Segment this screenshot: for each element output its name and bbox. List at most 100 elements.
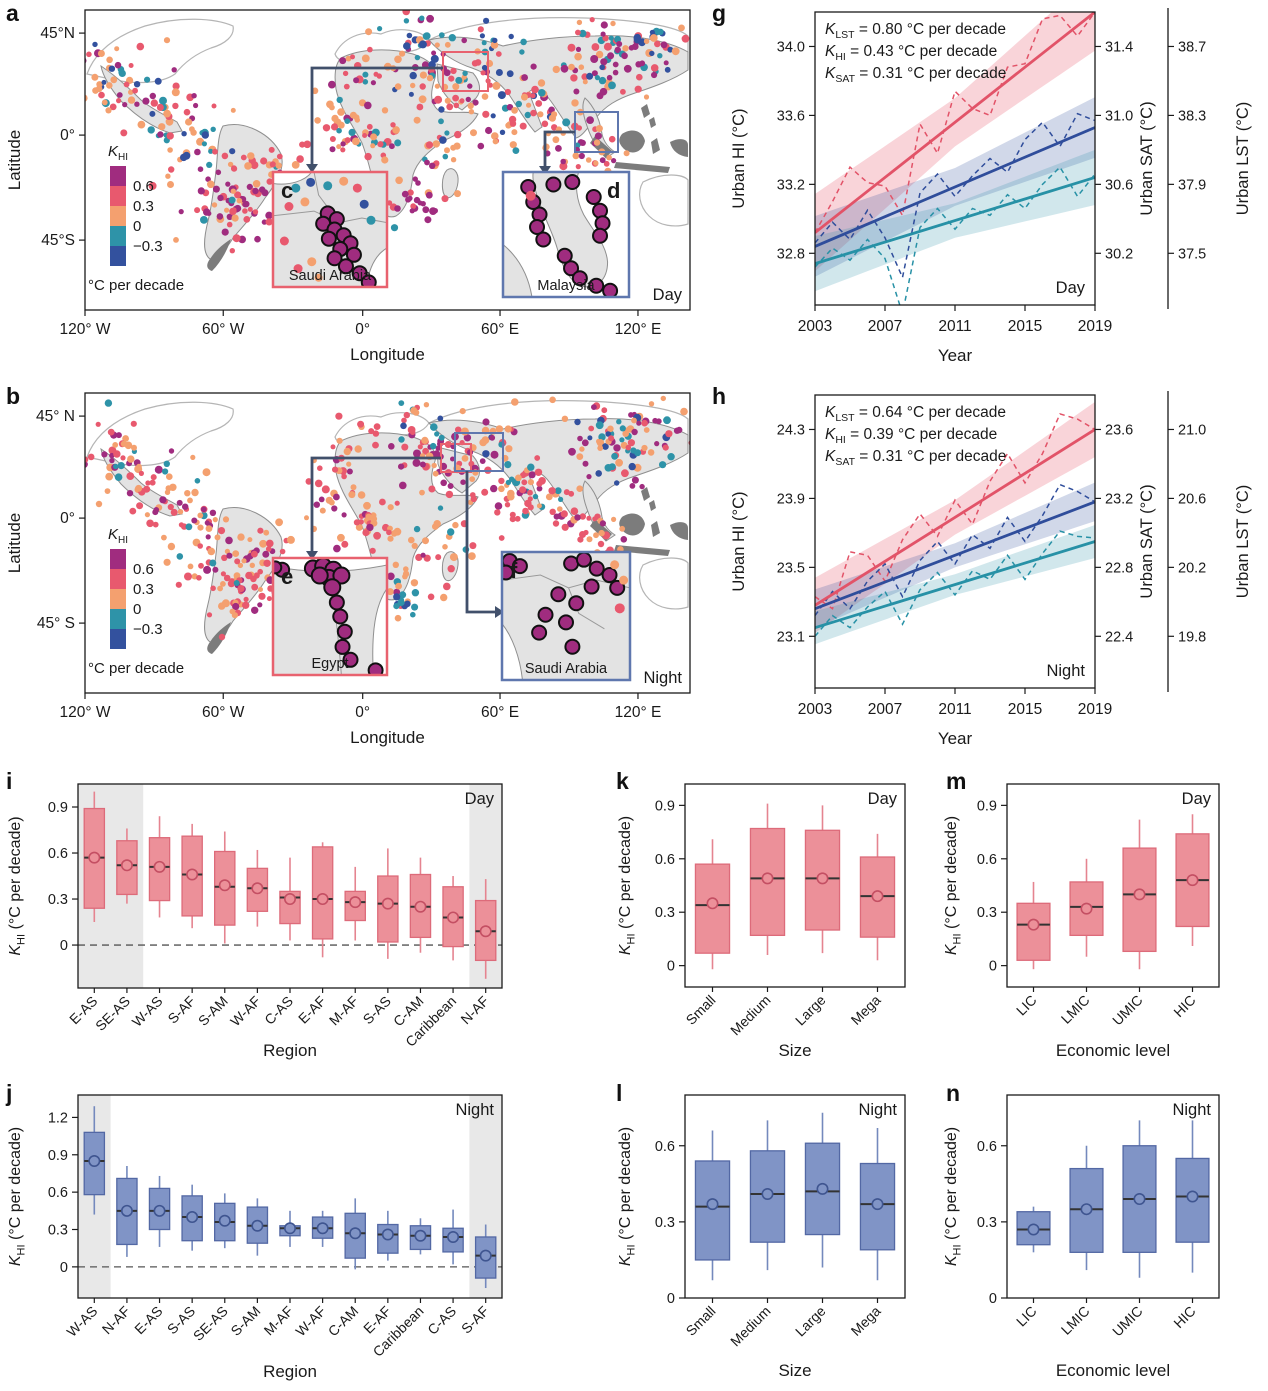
- boxplot-size-day: 0 0.3 0.6 0.9 KHI (°C per decade) Small Medium…: [617, 783, 906, 1060]
- box-S-AS: [181, 1184, 203, 1251]
- panel-a-map-day: a 120° W 60° W 0° 60° E 120° E 45°N 0° 45°S Long…: [0, 0, 700, 383]
- svg-text:KLST = 0.64 °C per decade: KLST = 0.64 °C per decade: [825, 404, 1006, 424]
- day-night-tag: Night: [858, 1101, 897, 1119]
- svg-text:2015: 2015: [1008, 701, 1042, 718]
- svg-text:E-AS: E-AS: [131, 1303, 165, 1337]
- box-Mega: [859, 833, 896, 961]
- arrow-head: [306, 551, 318, 560]
- svg-text:0.9: 0.9: [48, 800, 68, 816]
- svg-text:2007: 2007: [868, 701, 902, 718]
- svg-text:0: 0: [60, 938, 68, 954]
- svg-text:S-AM: S-AM: [227, 1303, 263, 1339]
- x-axis-label: Region: [263, 1362, 317, 1381]
- svg-text:120° W: 120° W: [60, 321, 111, 338]
- box-y-axis: 0 0.3 0.6 0.9 KHI (°C per decade): [7, 800, 78, 956]
- svg-text:UMIC: UMIC: [1109, 992, 1146, 1029]
- box-series: [1016, 1120, 1210, 1278]
- svg-text:LMIC: LMIC: [1058, 992, 1093, 1027]
- svg-text:24.3: 24.3: [777, 422, 805, 438]
- svg-text:23.2: 23.2: [1105, 491, 1133, 507]
- box-y-axis: 0 0.3 0.6 0.9 KHI (°C per decade): [617, 798, 685, 975]
- svg-text:2011: 2011: [938, 701, 971, 718]
- x-axis-label: Region: [263, 1041, 317, 1060]
- mean-marker: [816, 1182, 829, 1195]
- svg-text:KHI: KHI: [108, 143, 128, 163]
- svg-text:0.6: 0.6: [133, 178, 154, 195]
- map-frame: [84, 9, 691, 311]
- svg-text:M-AF: M-AF: [326, 993, 362, 1029]
- box-HIC: [1175, 1120, 1210, 1273]
- svg-text:45° N: 45° N: [36, 408, 75, 425]
- svg-text:SE-AS: SE-AS: [190, 1303, 231, 1344]
- lst-axis-label: Urban LST (°C): [1234, 485, 1252, 599]
- svg-text:2003: 2003: [798, 701, 832, 718]
- trend-line-sat: [815, 540, 1095, 630]
- box-y-axis: 0 0.3 0.6 KHI (°C per decade): [943, 1127, 1007, 1307]
- box-frame: [684, 783, 906, 988]
- mean-marker: [871, 1198, 884, 1211]
- box-frame: [77, 1094, 503, 1299]
- lst-axis: 37.5 37.9 38.3 38.7 Urban LST (°C): [1167, 8, 1252, 309]
- confidence-band-lst: [815, 12, 1095, 272]
- svg-text:0.9: 0.9: [977, 798, 997, 814]
- svg-text:S-AF: S-AF: [458, 1303, 492, 1337]
- hi-axis: 32.8 33.2 33.6 34.0 Urban HI (°C): [730, 39, 815, 262]
- svg-text:W-AS: W-AS: [129, 993, 166, 1030]
- box-LMIC: [1069, 858, 1104, 957]
- svg-text:23.1: 23.1: [777, 629, 805, 645]
- svg-text:N-AF: N-AF: [457, 993, 491, 1027]
- box-Small: [694, 839, 731, 970]
- svg-text:60° E: 60° E: [481, 704, 519, 721]
- box-x-axis: LIC LMIC UMIC HIC Economic level: [1013, 987, 1199, 1060]
- box-C-AM: [409, 857, 432, 953]
- svg-text:KHI: KHI: [108, 526, 128, 546]
- svg-text:34.0: 34.0: [777, 39, 805, 55]
- box-LIC: [1016, 1206, 1051, 1253]
- mean-marker: [1080, 902, 1093, 915]
- trend-x-axis: 2003 2007 2011 2015 2019 Year: [798, 688, 1112, 748]
- inset-letter: e: [281, 564, 293, 589]
- panel-n-box-economy-night: n 0 0.3 0.6 KHI (°C per decade) LIC LMIC UMIC H…: [940, 1080, 1268, 1391]
- svg-text:23.9: 23.9: [777, 491, 805, 507]
- mean-marker: [251, 882, 264, 895]
- panel-i-letter: i: [6, 768, 13, 794]
- box-series: [694, 803, 896, 970]
- inset-label: Saudi Arabia: [525, 661, 608, 677]
- box-SE-AS: [214, 1193, 236, 1249]
- trend-plot-area: [815, 12, 1095, 305]
- panel-k-box-size-day: k 0 0.3 0.6 0.9 KHI (°C per decade) Small Medi…: [610, 768, 940, 1080]
- y-axis-label: KHI (°C per decade): [7, 816, 28, 955]
- mean-marker: [186, 868, 199, 881]
- annual-series-hi: [815, 112, 1095, 280]
- svg-text:KHI = 0.43 °C per decade: KHI = 0.43 °C per decade: [825, 43, 997, 63]
- svg-text:20.6: 20.6: [1178, 491, 1206, 507]
- trend-x-axis: 2003 2007 2011 2015 2019 Year: [798, 305, 1112, 365]
- svg-text:Large: Large: [792, 1303, 829, 1340]
- box-y-axis: 0 0.3 0.6 0.9 KHI (°C per decade): [943, 798, 1007, 975]
- mean-marker: [120, 859, 133, 872]
- svg-text:0.9: 0.9: [48, 1148, 68, 1164]
- box-E-AF: [377, 1210, 399, 1261]
- inset-letter: d: [607, 178, 620, 203]
- mean-marker: [316, 893, 329, 906]
- mean-marker: [186, 1211, 199, 1224]
- box-frame: [684, 1094, 906, 1299]
- trend-line-lst: [815, 12, 1095, 234]
- inset-letter: f: [510, 558, 518, 583]
- svg-text:60° E: 60° E: [481, 321, 519, 338]
- box-S-AM: [214, 831, 236, 944]
- svg-text:37.9: 37.9: [1178, 177, 1206, 193]
- mean-marker: [871, 890, 884, 903]
- svg-text:C-AS: C-AS: [424, 1303, 459, 1338]
- svg-text:0°: 0°: [60, 127, 75, 144]
- mean-marker: [88, 851, 101, 864]
- box-series: [1016, 814, 1210, 970]
- svg-text:C-AS: C-AS: [261, 993, 296, 1028]
- trend-line-lst: [815, 428, 1095, 607]
- box-x-axis: LIC LMIC UMIC HIC Economic level: [1013, 1298, 1199, 1380]
- box-M-AF: [344, 866, 366, 941]
- svg-text:2019: 2019: [1078, 701, 1112, 718]
- mean-marker: [153, 860, 166, 873]
- mean-marker: [479, 1249, 492, 1262]
